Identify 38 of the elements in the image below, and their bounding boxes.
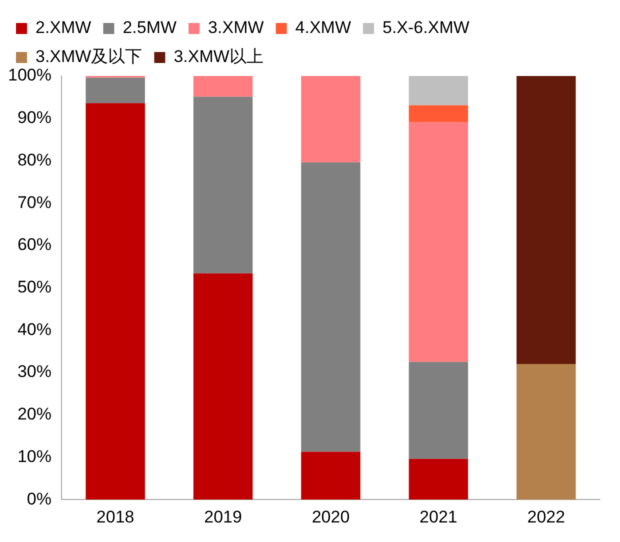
bar <box>86 103 145 500</box>
bar <box>86 78 145 104</box>
legend-label: 5.X-6.XMW <box>382 18 470 38</box>
y-tick-label: 40% <box>17 320 52 339</box>
x-tick-label: 2021 <box>420 507 458 526</box>
bar <box>408 76 468 106</box>
legend-label: 3.XMW以上 <box>174 47 264 66</box>
y-tick-label: 30% <box>17 362 52 382</box>
bar <box>301 452 360 500</box>
y-tick-label: 0% <box>26 489 52 508</box>
bar <box>408 122 468 362</box>
y-tick-label: 80% <box>17 150 52 170</box>
bar <box>193 76 253 97</box>
bar <box>301 162 360 452</box>
bar <box>408 458 468 500</box>
legend-label: 4.XMW <box>295 18 352 38</box>
y-tick-label: 90% <box>17 108 52 128</box>
y-tick-label: 100% <box>8 66 52 85</box>
bar <box>408 105 468 122</box>
bar <box>193 273 253 500</box>
x-tick-label: 2022 <box>527 507 566 526</box>
legend-label: 2.XMW <box>36 18 92 38</box>
y-tick-label: 10% <box>17 446 52 466</box>
y-tick-label: 20% <box>17 404 52 424</box>
y-tick-label: 70% <box>17 192 52 212</box>
bar <box>516 364 576 500</box>
bar <box>516 76 576 364</box>
bar <box>193 96 253 274</box>
bar <box>408 362 468 459</box>
y-tick-label: 50% <box>17 277 52 296</box>
legend-label: 2.5MW <box>122 18 177 38</box>
x-tick-label: 2018 <box>96 507 134 526</box>
y-tick-label: 60% <box>17 235 52 254</box>
bar <box>301 76 360 162</box>
legend-label: 3.XMW及以下 <box>36 47 142 66</box>
legend-label: 3.XMW <box>208 18 264 38</box>
x-tick-label: 2019 <box>204 507 242 526</box>
x-tick-label: 2020 <box>312 507 350 526</box>
